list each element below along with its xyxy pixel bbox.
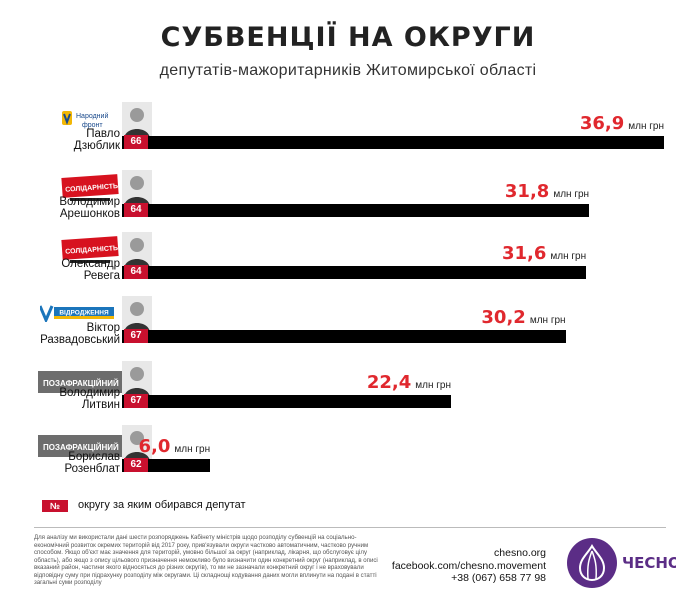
deputy-last-name: Развадовський (40, 334, 120, 346)
deputy-name: Борислав Розенблат (30, 451, 120, 475)
chart-title: СУБВЕНЦІЇ НА ОКРУГИ (160, 22, 536, 53)
value-label: 30,2 млн грн (481, 307, 565, 328)
district-badge: 64 (124, 265, 148, 279)
deputy-photo (122, 361, 152, 397)
value-unit: млн грн (628, 121, 664, 132)
deputy-photo (122, 232, 152, 268)
value-number: 30,2 (481, 307, 526, 328)
contact-facebook[interactable]: facebook.com/chesno.movement (391, 559, 546, 572)
deputy-last-name: Ревега (83, 270, 120, 282)
value-label: 31,6 млн грн (502, 243, 586, 264)
party-name: ПОЗАФРАКЦІЙНИЙ (43, 379, 119, 388)
deputy-first-name: Володимир (59, 196, 120, 208)
district-badge: 66 (124, 135, 148, 149)
value-unit: млн грн (550, 251, 587, 262)
bar-chart: Народний фронт Павло Дзюблик 66 36,9 млн грн СО… (30, 102, 664, 475)
brand-name: ЧЕСНО (622, 554, 676, 572)
district-badge: 64 (124, 203, 148, 217)
revival-logo-icon: ВІДРОДЖЕННЯ (38, 304, 118, 327)
legend-text: округу за яким обирався депутат (78, 499, 246, 511)
deputy-last-name: Литвин (81, 399, 120, 411)
deputy-photo (122, 170, 152, 206)
deputy-photo (122, 102, 152, 138)
chesno-logo: ЧЕСНО (566, 537, 681, 594)
deputy-photo (122, 296, 152, 332)
contact-site[interactable]: chesno.org (494, 547, 546, 559)
deputy-name: Віктор Развадовський (30, 322, 120, 346)
methodology-footnote: Для аналізу ми використали дані шести ро… (34, 534, 378, 586)
deputy-name: Павло Дзюблик (30, 128, 120, 152)
garlic-logo-icon: ЧЕСНО (567, 538, 681, 588)
bar-3 (122, 266, 587, 279)
value-number: 22,4 (366, 372, 412, 393)
deputy-last-name: Арешонков (59, 208, 120, 220)
contacts: chesno.org facebook.com/chesno.movement … (392, 547, 546, 585)
party-name-part: Народний (76, 112, 108, 120)
non-faction-badge: ПОЗАФРАКЦІЙНИЙ (38, 371, 124, 393)
party-name: ВІДРОДЖЕННЯ (59, 310, 109, 317)
deputy-first-name: Віктор (86, 322, 120, 334)
value-label: 22,4 млн грн (367, 372, 451, 393)
deputy-name: Володимир Литвин (30, 387, 120, 411)
district-badge: 67 (124, 329, 148, 343)
party-name-part: фронт (82, 122, 103, 129)
deputy-last-name: Розенблат (64, 463, 120, 475)
value-unit: млн грн (553, 189, 590, 200)
value-number: 6,0 (138, 436, 171, 457)
party-name: СОЛІДАРНІСТЬ (64, 245, 119, 256)
value-number: 36,9 (579, 113, 625, 134)
non-faction-badge: ПОЗАФРАКЦІЙНИЙ (38, 435, 124, 457)
deputy-first-name: Володимир (59, 387, 120, 399)
value-label: 36,9 млн грн (580, 113, 664, 134)
party-name: ПОЗАФРАКЦІЙНИЙ (43, 443, 119, 452)
deputy-first-name: Павло (86, 128, 120, 140)
deputy-first-name: Борислав (68, 451, 120, 463)
solidarity-logo-icon: СОЛІДАРНІСТЬ (61, 174, 119, 201)
value-unit: млн грн (174, 444, 211, 455)
bar-1 (122, 136, 664, 149)
legend-district-badge: № (42, 500, 68, 512)
value-label: 31,8 млн грн (505, 181, 589, 202)
deputy-last-name: Дзюблик (73, 140, 120, 152)
footer-divider (34, 527, 666, 528)
bar-2 (122, 204, 590, 217)
bar-4 (122, 330, 566, 343)
deputy-first-name: Олександр (61, 258, 120, 270)
value-unit: млн грн (415, 380, 452, 391)
district-badge: 62 (124, 458, 148, 472)
solidarity-logo-icon: СОЛІДАРНІСТЬ (61, 236, 119, 263)
chart-subtitle: депутатів-мажоритарників Житомирської об… (159, 62, 537, 79)
value-unit: млн грн (529, 315, 566, 326)
contact-phone: +38 (067) 658 77 98 (451, 572, 546, 584)
district-badge: 67 (124, 394, 148, 408)
bar-5 (122, 395, 452, 408)
deputy-name: Олександр Ревега (30, 258, 120, 282)
deputy-name: Володимир Арешонков (30, 196, 120, 220)
party-name: СОЛІДАРНІСТЬ (64, 183, 119, 194)
value-number: 31,6 (501, 243, 547, 264)
value-label: 6,0 млн грн (138, 436, 210, 457)
value-number: 31,8 (504, 181, 550, 202)
people-front-logo-icon: Народний фронт (62, 110, 118, 137)
